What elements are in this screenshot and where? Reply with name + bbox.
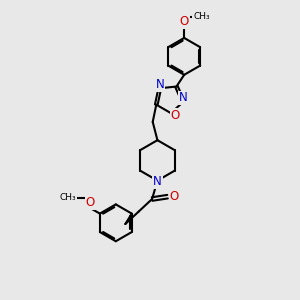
Text: CH₃: CH₃	[193, 12, 210, 21]
Text: CH₃: CH₃	[59, 193, 76, 202]
Text: N: N	[155, 78, 164, 91]
Text: O: O	[169, 190, 179, 203]
Text: N: N	[179, 92, 188, 104]
Text: O: O	[85, 196, 95, 209]
Text: O: O	[171, 109, 180, 122]
Text: N: N	[153, 175, 162, 188]
Text: O: O	[180, 15, 189, 28]
